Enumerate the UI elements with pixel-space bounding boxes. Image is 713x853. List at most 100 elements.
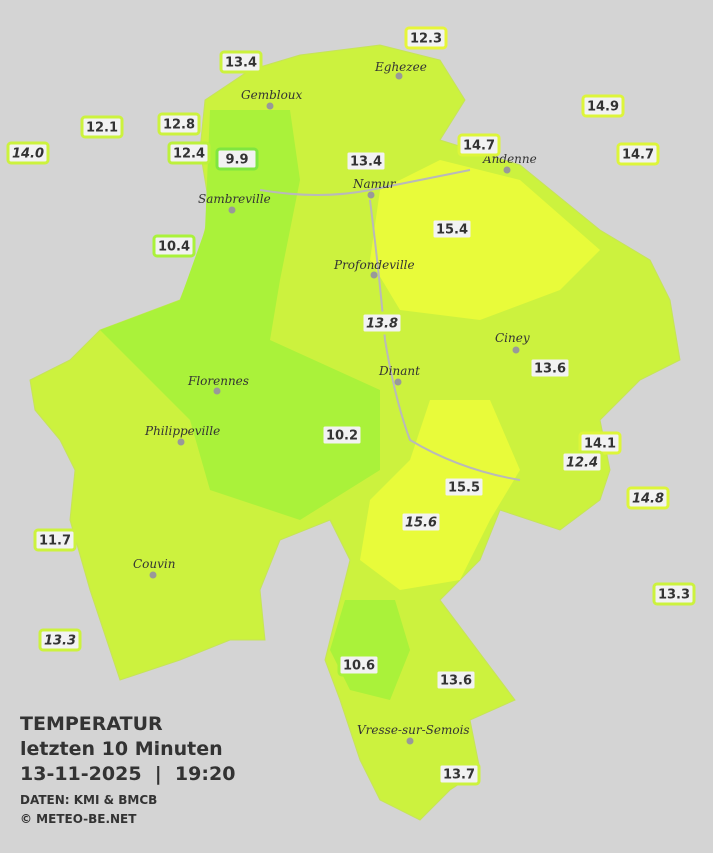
station-value: 13.8 xyxy=(366,317,398,332)
station: 13.3 xyxy=(38,628,82,652)
station: 12.8 xyxy=(157,112,201,136)
station: 13.6 xyxy=(528,356,572,380)
station-value: 14.9 xyxy=(587,100,619,115)
station-box xyxy=(337,653,381,677)
station-box xyxy=(652,582,696,606)
station-value: 10.4 xyxy=(158,240,190,255)
city-label: Florennes xyxy=(187,374,249,388)
station-box xyxy=(360,311,404,335)
city: Dinant xyxy=(378,364,420,386)
station-box xyxy=(442,475,486,499)
station-box xyxy=(430,217,474,241)
station-box xyxy=(157,112,201,136)
station: 13.4 xyxy=(344,149,388,173)
city-label: Ciney xyxy=(495,331,530,345)
station-box xyxy=(344,149,388,173)
station: 12.1 xyxy=(80,115,124,139)
legend-subtitle: letzten 10 Minuten xyxy=(20,738,223,760)
station-value: 14.7 xyxy=(463,139,495,154)
station: 12.4 xyxy=(167,141,211,165)
city: Namur xyxy=(352,177,397,199)
station: 14.7 xyxy=(457,133,501,157)
station-value: 10.6 xyxy=(343,659,375,674)
station: 9.9 xyxy=(215,147,259,171)
station-box xyxy=(626,486,670,510)
station-value: 12.4 xyxy=(566,456,598,471)
station-value: 13.6 xyxy=(534,362,566,377)
station: 11.7 xyxy=(33,528,77,552)
station-box xyxy=(399,510,443,534)
station-box xyxy=(219,50,263,74)
station: 15.4 xyxy=(430,217,474,241)
city: Ciney xyxy=(495,331,530,354)
station: 14.7 xyxy=(616,142,660,166)
station-value: 15.5 xyxy=(448,481,480,496)
station-box xyxy=(437,762,481,786)
station-value: 11.7 xyxy=(39,534,71,549)
warm-zone xyxy=(370,160,600,320)
station-value: 13.3 xyxy=(44,634,76,649)
station-value: 14.8 xyxy=(632,492,664,507)
station: 10.2 xyxy=(320,423,364,447)
station-value: 14.0 xyxy=(12,147,44,162)
city-label: Sambreville xyxy=(198,192,271,206)
station-box xyxy=(320,423,364,447)
station-value: 13.6 xyxy=(440,674,472,689)
warm-zone xyxy=(360,400,520,590)
city: Sambreville xyxy=(198,192,271,214)
station: 13.3 xyxy=(652,582,696,606)
station: 14.9 xyxy=(581,94,625,118)
station-box xyxy=(457,133,501,157)
station-value: 12.1 xyxy=(86,121,118,136)
city-label: Eghezee xyxy=(374,60,427,74)
station-box xyxy=(33,528,77,552)
city-label: Namur xyxy=(352,177,397,191)
cool-zone xyxy=(100,110,380,520)
station: 13.7 xyxy=(437,762,481,786)
river xyxy=(259,169,471,196)
stations: 12.3 13.4 12.1 12.8 12.4 9.9 14.9 14.0 14.7 13.4 1… xyxy=(6,26,696,786)
legend-datetime: 13-11-2025 | 19:20 xyxy=(20,763,235,785)
city: Gembloux xyxy=(241,88,303,110)
station-value: 12.3 xyxy=(410,32,442,47)
city-label: Profondeville xyxy=(333,258,415,272)
station: 14.8 xyxy=(626,486,670,510)
station-box xyxy=(616,142,660,166)
station: 13.4 xyxy=(219,50,263,74)
station: 15.6 xyxy=(399,510,443,534)
station: 10.6 xyxy=(337,653,381,677)
station-box xyxy=(404,26,448,50)
legend-copyright: © METEO-BE.NET xyxy=(20,812,137,826)
city: Profondeville xyxy=(333,258,415,279)
station-box xyxy=(38,628,82,652)
station-box xyxy=(167,141,211,165)
city-label: Philippeville xyxy=(144,424,220,438)
city: Vresse-sur-Semois xyxy=(357,723,470,745)
station-value: 12.8 xyxy=(163,118,195,133)
station-value: 15.6 xyxy=(405,516,437,531)
station: 10.4 xyxy=(152,234,196,258)
station-value: 13.3 xyxy=(658,588,690,603)
station: 13.8 xyxy=(360,311,404,335)
city-label: Dinant xyxy=(378,364,420,378)
station-value: 12.4 xyxy=(173,147,205,162)
station-value: 13.4 xyxy=(350,155,382,170)
station: 12.4 xyxy=(560,450,604,474)
city-label: Couvin xyxy=(133,557,175,571)
station-value: 13.4 xyxy=(225,56,257,71)
station-value: 14.1 xyxy=(584,437,616,452)
city: Couvin xyxy=(133,557,175,579)
station-box xyxy=(152,234,196,258)
station-value: 14.7 xyxy=(622,148,654,163)
station-box xyxy=(80,115,124,139)
city: Florennes xyxy=(187,374,249,395)
city: Eghezee xyxy=(374,60,427,80)
station-value: 13.7 xyxy=(443,768,475,783)
legend-source: DATEN: KMI & BMCB xyxy=(20,793,157,807)
station-value: 15.4 xyxy=(436,223,468,238)
station-value: 10.2 xyxy=(326,429,358,444)
station: 14.0 xyxy=(6,141,50,165)
station-value: 9.9 xyxy=(225,153,248,168)
river xyxy=(369,199,521,481)
